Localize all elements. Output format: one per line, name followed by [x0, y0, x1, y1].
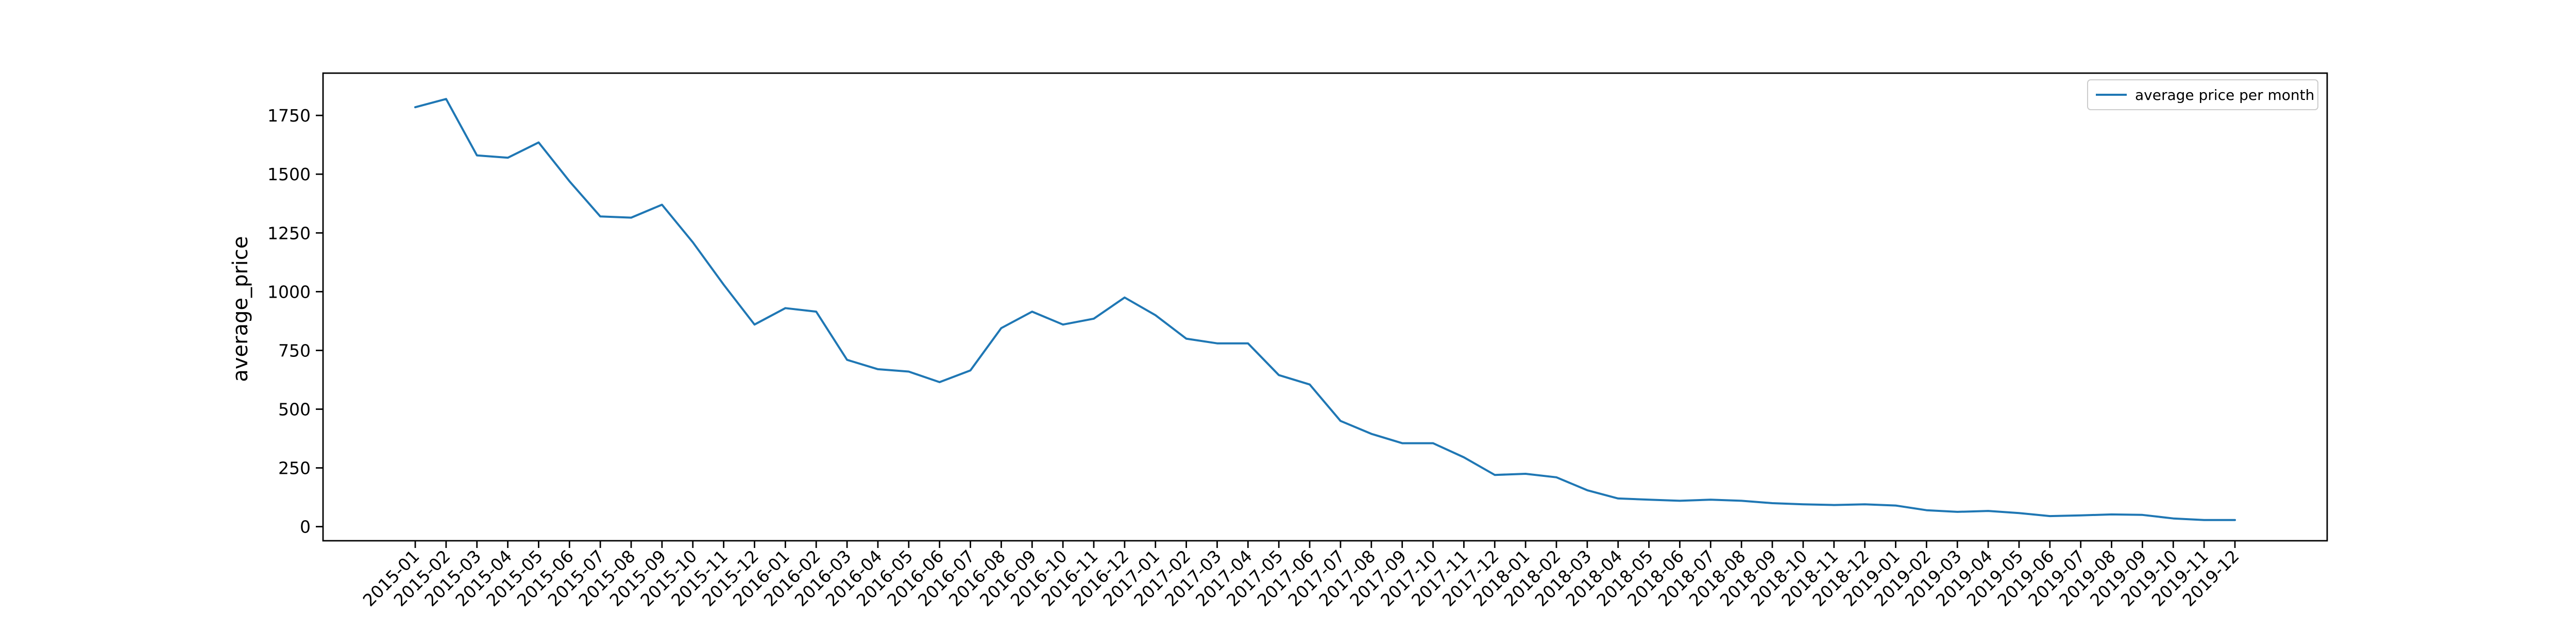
data-point: [999, 327, 1003, 330]
data-point: [630, 216, 633, 219]
data-point: [1123, 296, 1126, 299]
data-point: [1740, 499, 1743, 502]
data-point: [537, 141, 540, 144]
data-point: [907, 370, 910, 373]
y-tick-label: 1000: [267, 282, 311, 302]
data-point: [1987, 509, 1990, 512]
data-point: [784, 306, 787, 310]
data-point: [1956, 510, 1959, 513]
data-point: [938, 381, 941, 384]
data-point: [1894, 504, 1897, 507]
data-point: [1432, 442, 1435, 445]
data-point: [1802, 503, 1805, 506]
data-point: [1215, 342, 1218, 345]
data-point: [568, 180, 571, 183]
series-layer: [414, 97, 2236, 522]
legend-label: average price per month: [2135, 87, 2314, 104]
data-point: [815, 310, 818, 313]
y-tick-label: 500: [278, 399, 311, 419]
data-point: [2233, 519, 2236, 522]
data-point: [2048, 514, 2052, 518]
data-point: [476, 154, 479, 157]
data-point: [1771, 502, 1774, 505]
data-point: [2172, 517, 2175, 520]
legend: average price per month: [2087, 79, 2318, 110]
y-tick-label: 1500: [267, 164, 311, 184]
data-point: [445, 97, 448, 100]
series-line-average-price: [414, 98, 2236, 521]
data-point: [1462, 456, 1465, 459]
y-tick-label: 1750: [267, 106, 311, 126]
data-point: [845, 358, 849, 362]
data-point: [1092, 317, 1095, 320]
plot-area: [322, 72, 2328, 542]
data-point: [2110, 513, 2113, 516]
x-axis: 2015-012015-022015-032015-042015-052015-…: [359, 541, 2243, 610]
data-point: [506, 156, 510, 159]
data-point: [1061, 323, 1064, 326]
data-point: [1493, 473, 1496, 476]
data-point: [876, 368, 879, 371]
data-point: [722, 283, 725, 286]
data-point: [1370, 432, 1373, 435]
data-point: [2202, 519, 2206, 522]
data-point: [2079, 514, 2082, 517]
data-point: [1555, 476, 1558, 479]
data-point: [1863, 503, 1867, 506]
data-point: [1586, 489, 1589, 492]
y-tick-label: 0: [300, 517, 311, 537]
data-point: [1678, 499, 1681, 502]
data-point: [1524, 472, 1527, 475]
data-point: [1154, 314, 1157, 317]
data-point: [1833, 504, 1836, 507]
y-axis-title: average_price: [229, 236, 252, 382]
data-point: [1246, 342, 1249, 345]
data-point: [691, 241, 694, 244]
data-point: [1709, 498, 1712, 501]
data-point: [2018, 511, 2021, 514]
data-point: [1648, 498, 1651, 501]
data-point: [660, 203, 664, 207]
data-point: [1925, 509, 1928, 512]
y-tick-label: 250: [278, 458, 311, 478]
data-point: [414, 106, 417, 109]
data-point: [1617, 497, 1620, 500]
y-axis: 0 250 500 750 1000 1250 1500 1750: [267, 106, 323, 537]
data-point: [1030, 310, 1033, 313]
plot-frame: [322, 72, 2328, 542]
legend-box: [2087, 79, 2318, 110]
y-tick-label: 1250: [267, 223, 311, 243]
y-tick-label: 750: [278, 340, 311, 360]
data-point: [599, 215, 602, 218]
data-point: [1401, 442, 1404, 445]
data-point: [1339, 419, 1342, 422]
data-point: [1277, 373, 1280, 376]
data-point: [1185, 337, 1188, 340]
data-point: [2141, 513, 2144, 517]
data-point: [969, 369, 972, 372]
data-point: [1308, 383, 1311, 386]
data-point: [753, 323, 756, 326]
